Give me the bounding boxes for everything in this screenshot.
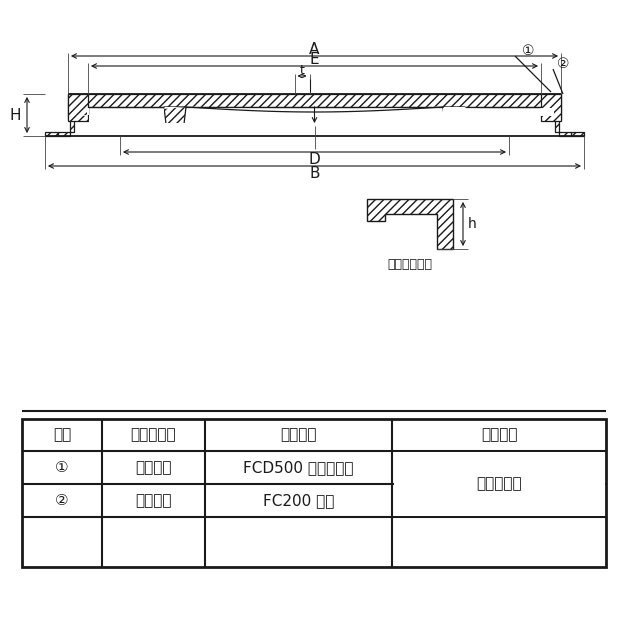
Polygon shape [68, 107, 86, 119]
Text: ②: ② [55, 493, 69, 508]
Text: h: h [468, 217, 477, 231]
Polygon shape [45, 132, 58, 136]
Text: ①: ① [522, 44, 535, 58]
Text: ふた端部寸法: ふた端部寸法 [387, 257, 433, 270]
Text: H: H [9, 108, 21, 123]
Text: 材　　質: 材 質 [281, 428, 317, 442]
Bar [394, 452, 604, 516]
Text: t: t [299, 65, 304, 77]
Text: A: A [309, 43, 320, 57]
Text: B: B [309, 167, 320, 182]
Polygon shape [571, 132, 584, 136]
Text: 錆止め塗装: 錆止め塗装 [476, 477, 522, 491]
Polygon shape [443, 107, 465, 124]
Text: ①: ① [55, 460, 69, 475]
Polygon shape [58, 107, 88, 136]
Text: 部番: 部番 [53, 428, 71, 442]
Polygon shape [543, 107, 561, 119]
Text: 表面処理: 表面処理 [481, 428, 517, 442]
Text: 部　品　名: 部 品 名 [131, 428, 176, 442]
Polygon shape [541, 94, 561, 121]
Bar [394, 483, 604, 485]
Text: 受　　枠: 受 枠 [135, 493, 172, 508]
Polygon shape [164, 107, 186, 124]
Bar [22, 419, 606, 567]
Text: E: E [309, 52, 320, 67]
Polygon shape [68, 94, 561, 107]
Polygon shape [541, 107, 571, 136]
Text: FCD500 ダクタイル: FCD500 ダクタイル [243, 460, 353, 475]
Polygon shape [367, 199, 453, 249]
Text: ふ　　た: ふ た [135, 460, 172, 475]
Text: D: D [309, 152, 320, 167]
Text: FC200 鋳鉄: FC200 鋳鉄 [263, 493, 334, 508]
Polygon shape [68, 94, 88, 121]
Text: ②: ② [557, 57, 569, 71]
Polygon shape [187, 106, 442, 110]
Polygon shape [75, 107, 554, 135]
